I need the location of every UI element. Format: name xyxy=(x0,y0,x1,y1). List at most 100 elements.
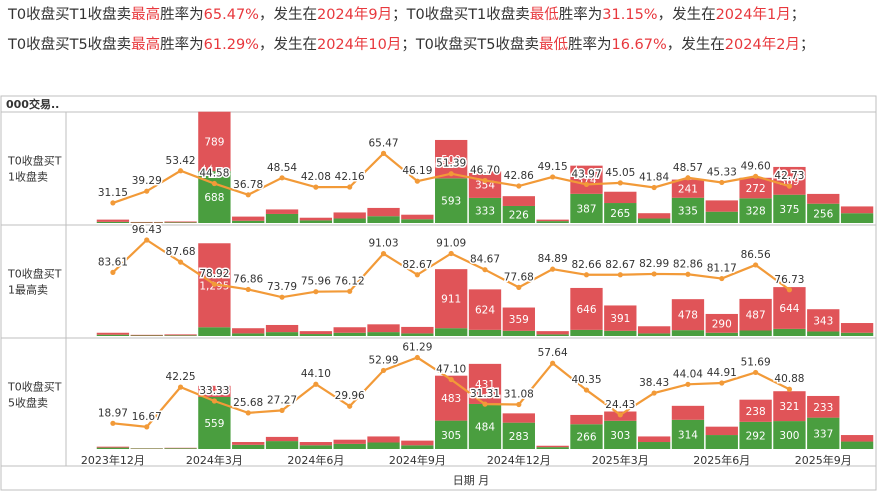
win-rate-label: 42.73 xyxy=(774,170,804,182)
win-bar xyxy=(502,422,535,449)
win-bar-label: 256 xyxy=(813,208,833,220)
loss-bar xyxy=(671,405,705,420)
highlight-text: 最高 xyxy=(131,37,161,53)
win-rate-label: 82.67 xyxy=(402,259,432,271)
win-bar xyxy=(164,222,197,223)
win-bar xyxy=(807,417,840,449)
win-bar xyxy=(739,330,772,336)
win-rate-point xyxy=(245,192,251,198)
win-bar xyxy=(671,419,705,449)
win-bar xyxy=(739,421,772,449)
win-rate-point xyxy=(516,401,522,408)
win-bar xyxy=(604,330,637,336)
win-rate-point xyxy=(380,367,387,374)
win-rate-point xyxy=(617,412,623,418)
win-rate-point xyxy=(583,387,590,393)
x-tick-label: 2025年6月 xyxy=(693,453,750,467)
win-rate-point xyxy=(313,184,319,190)
win-bar xyxy=(570,329,603,336)
summary-line-t5: T0收盘买T5收盘卖最高胜率为61.29%，发生在2024年10月；T0收盘买T… xyxy=(8,30,878,60)
loss-bar-label: 290 xyxy=(712,318,732,330)
win-rate-point xyxy=(177,168,184,174)
win-bar xyxy=(232,220,265,223)
highlight-text: 最低 xyxy=(539,37,568,53)
win-bar xyxy=(435,328,468,336)
win-bar-label: 283 xyxy=(509,431,529,443)
loss-bar xyxy=(232,328,265,334)
win-rate-label: 18.97 xyxy=(98,407,128,419)
win-bar-label: 226 xyxy=(509,209,529,221)
loss-bar xyxy=(536,219,569,222)
summary-text: ，发生在 xyxy=(258,7,317,23)
x-tick-label: 2025年9月 xyxy=(795,453,852,467)
summary-text: ；T0收盘买T1收盘卖 xyxy=(392,7,530,23)
win-rate-point xyxy=(719,275,725,282)
x-tick-label: 2025年3月 xyxy=(592,453,649,467)
win-rate-point xyxy=(414,178,420,184)
win-bar xyxy=(367,442,400,449)
win-rate-point xyxy=(177,259,184,265)
win-rate-label: 16.67 xyxy=(132,411,162,423)
win-rate-label: 77.68 xyxy=(504,271,534,283)
x-axis-title: 日期 月 xyxy=(453,474,490,487)
win-bar xyxy=(468,197,502,223)
loss-bar-label: 487 xyxy=(746,310,766,322)
win-rate-label: 44.58 xyxy=(199,168,229,180)
win-bar xyxy=(299,445,333,449)
loss-bar-label: 431 xyxy=(475,379,495,391)
win-rate-point xyxy=(550,360,556,366)
summary-text: 胜率为 xyxy=(568,37,612,53)
loss-bar xyxy=(164,221,197,223)
win-bar xyxy=(536,221,569,223)
loss-bar xyxy=(130,334,163,336)
win-bar xyxy=(130,335,163,336)
loss-bar xyxy=(604,191,637,204)
win-bar xyxy=(637,442,671,449)
win-rate-point xyxy=(651,271,657,277)
win-bar xyxy=(739,198,772,223)
win-rate-point xyxy=(414,354,420,361)
win-rate-label: 91.09 xyxy=(436,237,466,249)
win-rate-label: 31.31 xyxy=(470,388,500,400)
win-bar xyxy=(96,334,130,336)
win-rate-point xyxy=(211,180,217,187)
highlight-text: 65.47% xyxy=(203,7,259,23)
win-rate-label: 46.70 xyxy=(470,164,500,176)
win-rate-point xyxy=(279,407,285,413)
win-rate-label: 47.10 xyxy=(436,364,466,376)
loss-bar xyxy=(807,395,840,418)
loss-bar-label: 241 xyxy=(678,184,698,196)
win-rate-label: 78.92 xyxy=(199,268,229,280)
loss-bar-label: 354 xyxy=(475,180,495,192)
x-tick-label: 2023年12月 xyxy=(81,453,145,467)
loss-bar xyxy=(671,179,705,198)
win-bar xyxy=(333,218,366,223)
win-rate-point xyxy=(380,251,387,257)
win-rate-point xyxy=(279,294,285,300)
loss-bar xyxy=(130,221,163,223)
loss-bar xyxy=(705,426,738,436)
win-rate-label: 82.86 xyxy=(673,258,703,270)
win-rate-point xyxy=(753,173,759,179)
loss-bar-label: 644 xyxy=(779,303,799,315)
win-rate-label: 31.08 xyxy=(504,388,534,400)
win-bar xyxy=(333,332,366,336)
panel-label: T0收盘买T xyxy=(7,154,62,168)
loss-bar xyxy=(367,324,400,333)
win-bar xyxy=(807,331,840,336)
win-rate-point xyxy=(313,381,319,387)
loss-bar-label: 321 xyxy=(779,401,799,413)
loss-bar xyxy=(705,313,738,333)
panel-label: T0收盘买T xyxy=(7,380,62,394)
loss-bar-label: 343 xyxy=(813,315,833,327)
loss-bar xyxy=(570,414,603,425)
win-bar-label: 300 xyxy=(779,430,799,442)
win-rate-label: 33.33 xyxy=(199,385,229,397)
win-bar-label: 688 xyxy=(204,192,224,204)
win-bar xyxy=(604,420,637,449)
win-rate-point xyxy=(279,175,285,181)
win-bar-label: 335 xyxy=(678,205,698,217)
loss-bar-label: 238 xyxy=(746,406,766,418)
win-rate-point xyxy=(550,266,556,272)
loss-bar-label: 509 xyxy=(441,154,461,166)
